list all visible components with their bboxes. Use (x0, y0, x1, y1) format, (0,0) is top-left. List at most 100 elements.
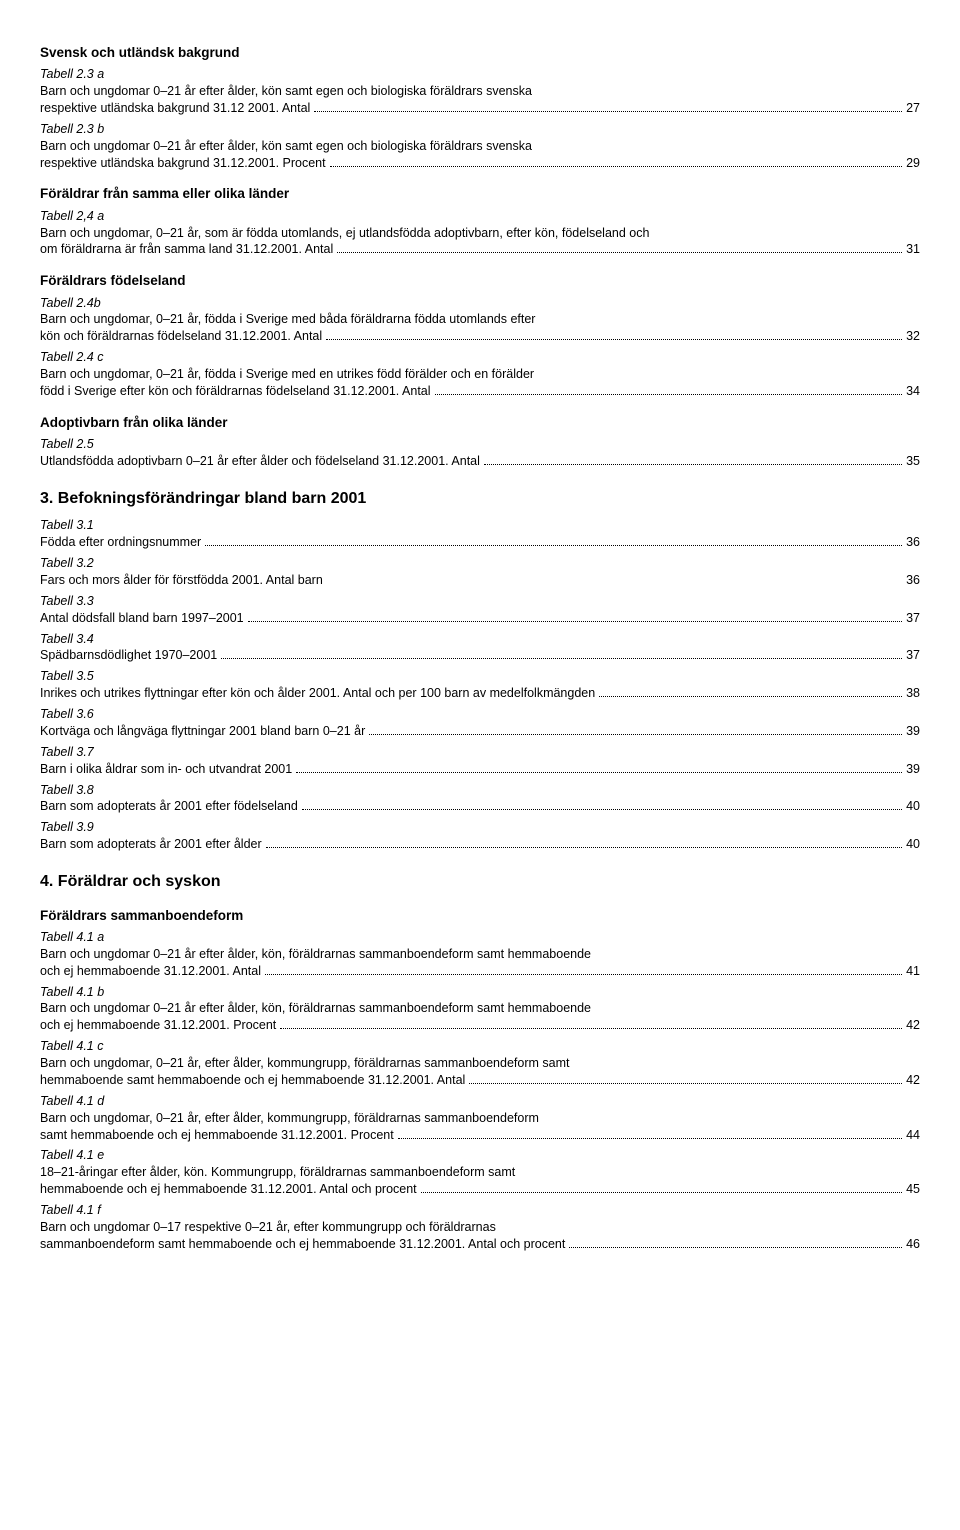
toc-entry: Tabell 4.1 aBarn och ungdomar 0–21 år ef… (40, 929, 920, 980)
entry-line: Barn och ungdomar, 0–21 år, efter ålder,… (40, 1110, 920, 1127)
toc-entry: Tabell 3.2Fars och mors ålder för förstf… (40, 555, 920, 589)
page-number: 32 (906, 328, 920, 345)
entry-text: sammanboendeform samt hemmaboende och ej… (40, 1236, 565, 1253)
entry-line: Barn och ungdomar, 0–21 år, födda i Sver… (40, 366, 920, 383)
table-label: Tabell 4.1 c (40, 1038, 920, 1055)
toc-entry: Tabell 3.1Födda efter ordningsnummer36 (40, 517, 920, 551)
toc-entry: Tabell 2,4 aBarn och ungdomar, 0–21 år, … (40, 208, 920, 259)
entry-text: och ej hemmaboende 31.12.2001. Procent (40, 1017, 276, 1034)
toc-entry: Tabell 3.7Barn i olika åldrar som in- oc… (40, 744, 920, 778)
toc-entry: Tabell 4.1 cBarn och ungdomar, 0–21 år, … (40, 1038, 920, 1089)
entry-line-last: kön och föräldrarnas födelseland 31.12.2… (40, 328, 920, 345)
entry-line-last: och ej hemmaboende 31.12.2001. Procent42 (40, 1017, 920, 1034)
table-label: Tabell 3.7 (40, 744, 920, 761)
entry-line-last: Barn i olika åldrar som in- och utvandra… (40, 761, 920, 778)
page-number: 41 (906, 963, 920, 980)
leader-dots (469, 1083, 902, 1084)
entry-line-last: Antal dödsfall bland barn 1997–2001 37 (40, 610, 920, 627)
toc-entry: Tabell 4.1 e18–21-åringar efter ålder, k… (40, 1147, 920, 1198)
entry-text: kön och föräldrarnas födelseland 31.12.2… (40, 328, 322, 345)
toc-entry: Tabell 2.3 bBarn och ungdomar 0–21 år ef… (40, 121, 920, 172)
entry-line-last: respektive utländska bakgrund 31.12.2001… (40, 155, 920, 172)
entry-line-last: Kortväga och långväga flyttningar 2001 b… (40, 723, 920, 740)
leader-dots (398, 1138, 902, 1139)
leader-dots (265, 974, 902, 975)
table-label: Tabell 3.8 (40, 782, 920, 799)
toc-entry: Tabell 3.9Barn som adopterats år 2001 ef… (40, 819, 920, 853)
entry-text: född i Sverige efter kön och föräldrarna… (40, 383, 431, 400)
toc-entry: Tabell 4.1 fBarn och ungdomar 0–17 respe… (40, 1202, 920, 1253)
section-subtitle: Föräldrar från samma eller olika länder (40, 185, 920, 203)
table-label: Tabell 4.1 e (40, 1147, 920, 1164)
table-label: Tabell 2.3 a (40, 66, 920, 83)
entry-text: Barn i olika åldrar som in- och utvandra… (40, 761, 292, 778)
table-label: Tabell 3.5 (40, 668, 920, 685)
entry-text: Barn som adopterats år 2001 efter födels… (40, 798, 298, 815)
leader-dots (569, 1247, 902, 1248)
leader-dots (266, 847, 902, 848)
entry-text: samt hemmaboende och ej hemmaboende 31.1… (40, 1127, 394, 1144)
page-number: 27 (906, 100, 920, 117)
toc-entry: Tabell 2.4bBarn och ungdomar, 0–21 år, f… (40, 295, 920, 346)
leader-dots (330, 166, 902, 167)
entry-line-last: Födda efter ordningsnummer36 (40, 534, 920, 551)
toc-entry: Tabell 2.5Utlandsfödda adoptivbarn 0–21 … (40, 436, 920, 470)
entry-text: Inrikes och utrikes flyttningar efter kö… (40, 685, 595, 702)
section-heading: 3. Befokningsförändringar bland barn 200… (40, 488, 920, 510)
leader-dots (599, 696, 902, 697)
entry-line-last: Barn som adopterats år 2001 efter ålder 4… (40, 836, 920, 853)
entry-line-last: Utlandsfödda adoptivbarn 0–21 år efter å… (40, 453, 920, 470)
entry-line: Barn och ungdomar, 0–21 år, efter ålder,… (40, 1055, 920, 1072)
entry-line: Barn och ungdomar, 0–21 år, födda i Sver… (40, 311, 920, 328)
entry-text: om föräldrarna är från samma land 31.12.… (40, 241, 333, 258)
entry-line-last: respektive utländska bakgrund 31.12 2001… (40, 100, 920, 117)
page-number: 44 (906, 1127, 920, 1144)
entry-line: 18–21-åringar efter ålder, kön. Kommungr… (40, 1164, 920, 1181)
table-label: Tabell 3.3 (40, 593, 920, 610)
page-number: 45 (906, 1181, 920, 1198)
leader-dots (326, 339, 902, 340)
page-number: 29 (906, 155, 920, 172)
leader-dots (314, 111, 902, 112)
toc-entry: Tabell 4.1 bBarn och ungdomar 0–21 år ef… (40, 984, 920, 1035)
page-number: 46 (906, 1236, 920, 1253)
entry-text: Antal dödsfall bland barn 1997–2001 (40, 610, 244, 627)
table-label: Tabell 2.4b (40, 295, 920, 312)
entry-line: Barn och ungdomar 0–21 år efter ålder, k… (40, 1000, 920, 1017)
entry-text: respektive utländska bakgrund 31.12 2001… (40, 100, 310, 117)
toc-entry: Tabell 2.3 aBarn och ungdomar 0–21 år ef… (40, 66, 920, 117)
toc-entry: Tabell 3.3Antal dödsfall bland barn 1997… (40, 593, 920, 627)
entry-text: och ej hemmaboende 31.12.2001. Antal (40, 963, 261, 980)
page-number: 40 (906, 836, 920, 853)
entry-text: Födda efter ordningsnummer (40, 534, 201, 551)
toc-entry: Tabell 3.8Barn som adopterats år 2001 ef… (40, 782, 920, 816)
leader-dots (280, 1028, 902, 1029)
entry-line-last: hemmaboende och ej hemmaboende 31.12.200… (40, 1181, 920, 1198)
page-number: 37 (906, 610, 920, 627)
entry-text: Kortväga och långväga flyttningar 2001 b… (40, 723, 365, 740)
toc-content: Svensk och utländsk bakgrundTabell 2.3 a… (40, 44, 920, 1253)
page-number: 39 (906, 723, 920, 740)
entry-line-last: sammanboendeform samt hemmaboende och ej… (40, 1236, 920, 1253)
entry-line: Barn och ungdomar, 0–21 år, som är födda… (40, 225, 920, 242)
entry-text: Spädbarnsdödlighet 1970–2001 (40, 647, 217, 664)
section-subtitle: Föräldrars födelseland (40, 272, 920, 290)
page-number: 35 (906, 453, 920, 470)
entry-line-last: om föräldrarna är från samma land 31.12.… (40, 241, 920, 258)
page-number: 38 (906, 685, 920, 702)
entry-line-last: samt hemmaboende och ej hemmaboende 31.1… (40, 1127, 920, 1144)
leader-dots (421, 1192, 902, 1193)
entry-line-last: född i Sverige efter kön och föräldrarna… (40, 383, 920, 400)
section-heading: 4. Föräldrar och syskon (40, 871, 920, 893)
toc-entry: Tabell 3.5Inrikes och utrikes flyttninga… (40, 668, 920, 702)
toc-entry: Tabell 3.6Kortväga och långväga flyttnin… (40, 706, 920, 740)
table-label: Tabell 2.5 (40, 436, 920, 453)
entry-text: hemmaboende samt hemmaboende och ej hemm… (40, 1072, 465, 1089)
leader-dots (205, 545, 902, 546)
entry-text: Barn som adopterats år 2001 efter ålder (40, 836, 262, 853)
table-label: Tabell 3.9 (40, 819, 920, 836)
table-label: Tabell 3.4 (40, 631, 920, 648)
table-label: Tabell 2.4 c (40, 349, 920, 366)
page-number: 40 (906, 798, 920, 815)
entry-line-last: Inrikes och utrikes flyttningar efter kö… (40, 685, 920, 702)
